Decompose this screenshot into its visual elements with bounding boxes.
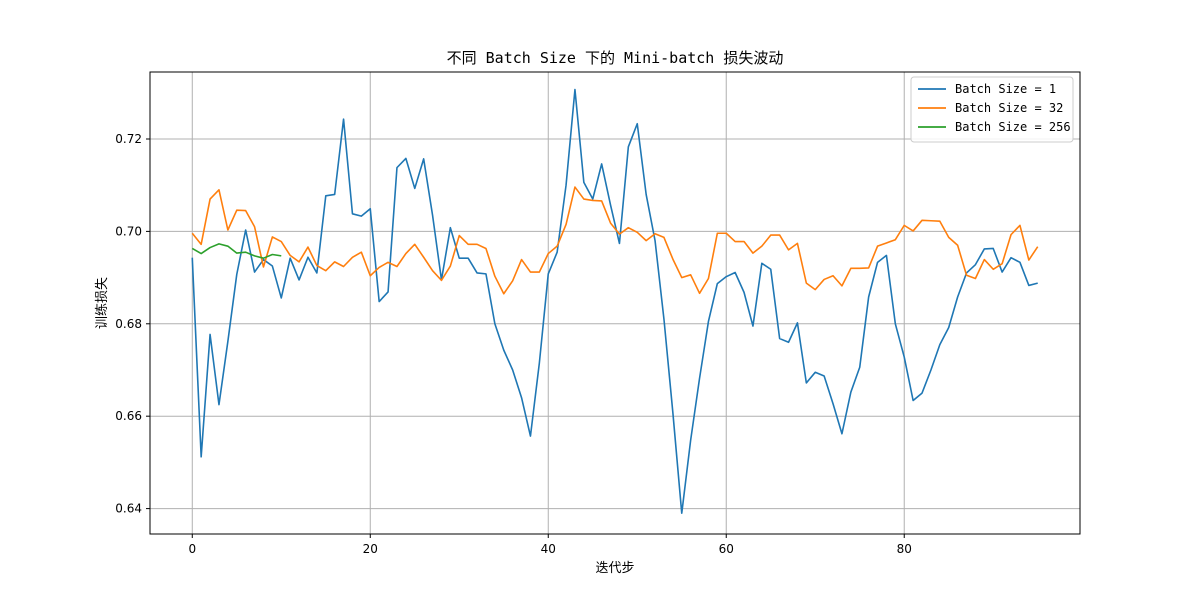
chart-title: 不同 Batch Size 下的 Mini-batch 损失波动: [447, 49, 784, 67]
y-axis-label: 训练损失: [95, 277, 110, 329]
legend-label: Batch Size = 256: [955, 120, 1071, 134]
y-tick-label: 0.68: [115, 317, 142, 331]
legend-label: Batch Size = 32: [955, 101, 1063, 115]
series-lines: [191, 88, 1039, 515]
legend: Batch Size = 1 Batch Size = 32 Batch Size …: [910, 76, 1074, 143]
y-axis-ticks: 0.64 0.66 0.68 0.70 0.72: [115, 132, 150, 516]
y-tick-label: 0.64: [115, 502, 142, 516]
legend-box: [910, 76, 1074, 143]
y-tick-label: 0.70: [115, 224, 142, 238]
x-tick-label: 0: [188, 542, 196, 556]
legend-label: Batch Size = 1: [955, 82, 1056, 96]
x-tick-label: 40: [541, 542, 556, 556]
series-line-3: [191, 243, 282, 259]
y-tick-label: 0.72: [115, 132, 142, 146]
plot-frame: [149, 71, 1081, 535]
x-tick-label: 20: [363, 542, 378, 556]
x-axis-ticks: 0 20 40 60 80: [188, 534, 912, 556]
x-tick-label: 60: [719, 542, 734, 556]
x-tick-label: 80: [897, 542, 912, 556]
x-gridlines: [191, 72, 905, 534]
y-gridlines: [150, 138, 1080, 510]
x-axis-label: 迭代步: [595, 561, 634, 576]
y-tick-label: 0.66: [115, 409, 142, 423]
series-line-1: [191, 88, 1038, 515]
series-line-2: [191, 186, 1039, 295]
